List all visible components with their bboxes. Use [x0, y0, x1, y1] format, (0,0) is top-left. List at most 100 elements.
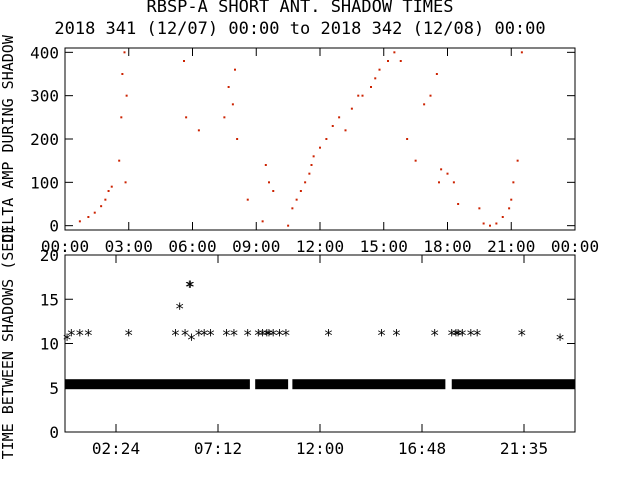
top-data-point	[457, 203, 460, 205]
top-xtick-label: 18:00	[423, 237, 471, 256]
top-ytick-label: 200	[30, 130, 59, 149]
bottom-asterisk-point: *	[222, 326, 232, 345]
top-xtick-label: 00:00	[551, 237, 599, 256]
top-xtick-label: 12:00	[296, 237, 344, 256]
top-data-point	[495, 222, 498, 225]
top-xtick-label: 03:00	[105, 237, 153, 256]
top-panel: 0 100 200 300 400 00:00 03:00 06:00 09:00 12:00 1…	[0, 34, 599, 256]
top-data-point	[406, 138, 409, 140]
bottom-asterisk-point: *	[451, 326, 461, 345]
top-data-point	[510, 198, 513, 201]
bottom-asterisk-point: *	[184, 277, 194, 296]
top-data-point	[338, 116, 341, 119]
bottom-asterisk-point: *	[458, 326, 468, 345]
bottom-asterisk-point: *	[180, 326, 190, 345]
top-data-point	[438, 181, 440, 184]
top-data-point	[325, 138, 328, 140]
top-data-point	[185, 116, 188, 119]
top-data-point	[414, 159, 417, 162]
top-data-point	[93, 211, 96, 214]
top-data-point	[387, 60, 389, 62]
top-data-point	[489, 224, 491, 227]
baseline-band-segment	[255, 379, 289, 390]
bottom-asterisk-point: *	[84, 326, 94, 345]
bottom-asterisk-point: *	[466, 326, 476, 345]
top-ytick-label: 400	[30, 43, 59, 62]
bottom-asterisk-point: *	[258, 326, 268, 345]
bottom-asterisk-point: *	[229, 326, 239, 345]
chart-title: RBSP-A SHORT ANT. SHADOW TIMES	[146, 0, 453, 17]
top-data-point	[107, 190, 110, 192]
top-data-point	[118, 159, 121, 162]
top-data-point	[399, 60, 402, 62]
top-ytick-label: 100	[30, 173, 59, 192]
top-data-point	[183, 60, 185, 62]
bottom-asterisk-point: *	[264, 326, 274, 345]
top-data-point	[291, 207, 294, 210]
top-data-point	[246, 198, 249, 201]
top-data-point	[512, 181, 515, 184]
top-xtick-label: 00:00	[41, 237, 89, 256]
bottom-asterisk-point: *	[281, 326, 291, 345]
top-data-point	[440, 168, 443, 171]
bottom-asterisk-point: *	[254, 326, 264, 345]
bottom-y-axis-label: TIME BETWEEN SHADOWS (SEC)	[0, 225, 17, 460]
bottom-asterisk-point: *	[62, 330, 72, 349]
top-data-point	[344, 129, 347, 132]
bottom-asterisk-point: *	[175, 299, 185, 318]
top-data-point	[370, 86, 372, 88]
top-xtick-label: 06:00	[168, 237, 216, 256]
bottom-asterisk-point: *	[67, 326, 77, 345]
bottom-asterisk-point: *	[171, 326, 181, 345]
bottom-xtick-label: 16:48	[398, 439, 446, 458]
bottom-ytick-label: 5	[49, 379, 59, 398]
bottom-asterisk-point: *	[275, 326, 285, 345]
top-data-point	[446, 172, 449, 175]
top-data-point	[429, 94, 432, 97]
bottom-asterisk-point: *	[430, 326, 440, 345]
bottom-asterisk-point: *	[199, 326, 209, 345]
bottom-ytick-label: 10	[40, 335, 59, 354]
top-data-point	[478, 207, 481, 210]
bottom-asterisk-point: *	[187, 330, 197, 349]
chart-subtitle: 2018 341 (12/07) 00:00 to 2018 342 (12/0…	[54, 19, 545, 39]
top-data-point	[272, 190, 275, 192]
baseline-band-segment	[292, 379, 446, 390]
top-data-point	[123, 51, 126, 54]
bottom-xtick-label: 12:00	[296, 439, 344, 458]
top-data-point	[312, 155, 315, 158]
baseline-band-segment	[65, 379, 250, 390]
bottom-asterisk-point: *	[124, 326, 134, 345]
bottom-ytick-label: 15	[40, 290, 59, 309]
bottom-asterisk-point: *	[262, 326, 272, 345]
top-data-point	[197, 129, 200, 132]
bottom-asterisk-point: *	[324, 326, 334, 345]
top-data-point	[508, 207, 511, 210]
top-ytick-label: 300	[30, 87, 59, 106]
top-data-point	[236, 138, 239, 140]
bottom-xtick-label: 21:35	[500, 439, 548, 458]
top-data-point	[304, 181, 307, 184]
top-data-point	[124, 181, 127, 184]
top-data-point	[308, 172, 311, 175]
bottom-asterisk-point: *	[447, 326, 457, 345]
bottom-plot-frame	[64, 254, 576, 433]
top-data-point	[261, 220, 264, 223]
top-data-point	[231, 103, 234, 106]
top-y-axis-label: DELTA AMP DURING SHADOW	[0, 34, 17, 243]
baseline-band-segment	[451, 379, 575, 390]
top-data-point	[378, 68, 381, 71]
top-data-point	[452, 181, 455, 184]
bottom-asterisk-point: *	[186, 277, 196, 296]
top-ytick-label: 0	[49, 217, 59, 236]
bottom-ytick-label: 20	[40, 246, 59, 265]
top-data-point	[100, 205, 103, 208]
top-data-point	[350, 107, 353, 110]
bottom-asterisk-point: *	[453, 326, 463, 345]
bottom-xtick-label: 02:24	[92, 439, 140, 458]
bottom-asterisk-point: *	[194, 326, 204, 345]
bottom-asterisk-point: *	[555, 330, 565, 349]
top-data-point	[435, 73, 438, 75]
top-data-point	[110, 185, 113, 188]
